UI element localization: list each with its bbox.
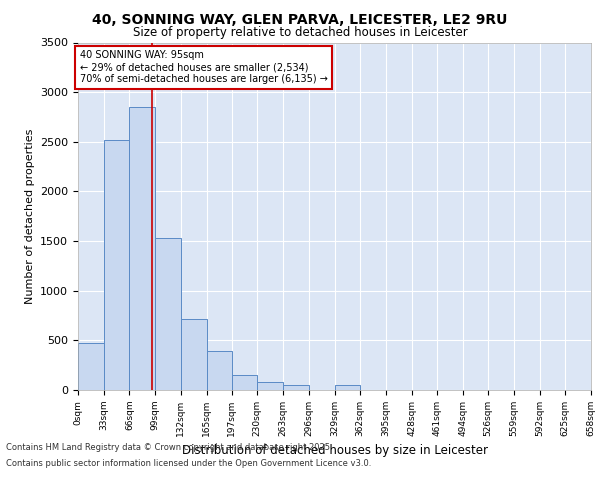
Bar <box>335 385 360 390</box>
Text: Contains public sector information licensed under the Open Government Licence v3: Contains public sector information licen… <box>6 459 371 468</box>
Y-axis label: Number of detached properties: Number of detached properties <box>25 128 35 304</box>
Bar <box>78 344 104 390</box>
Bar <box>155 238 181 390</box>
Text: 40 SONNING WAY: 95sqm
← 29% of detached houses are smaller (2,534)
70% of semi-d: 40 SONNING WAY: 95sqm ← 29% of detached … <box>80 50 328 84</box>
Bar <box>206 351 232 390</box>
Text: 40, SONNING WAY, GLEN PARVA, LEICESTER, LE2 9RU: 40, SONNING WAY, GLEN PARVA, LEICESTER, … <box>92 12 508 26</box>
Text: Size of property relative to detached houses in Leicester: Size of property relative to detached ho… <box>133 26 467 39</box>
Bar <box>130 107 155 390</box>
Bar <box>181 318 206 390</box>
X-axis label: Distribution of detached houses by size in Leicester: Distribution of detached houses by size … <box>182 444 487 458</box>
Bar <box>283 385 309 390</box>
Bar <box>232 374 257 390</box>
Bar <box>257 382 283 390</box>
Text: Contains HM Land Registry data © Crown copyright and database right 2025.: Contains HM Land Registry data © Crown c… <box>6 442 332 452</box>
Bar <box>104 140 130 390</box>
